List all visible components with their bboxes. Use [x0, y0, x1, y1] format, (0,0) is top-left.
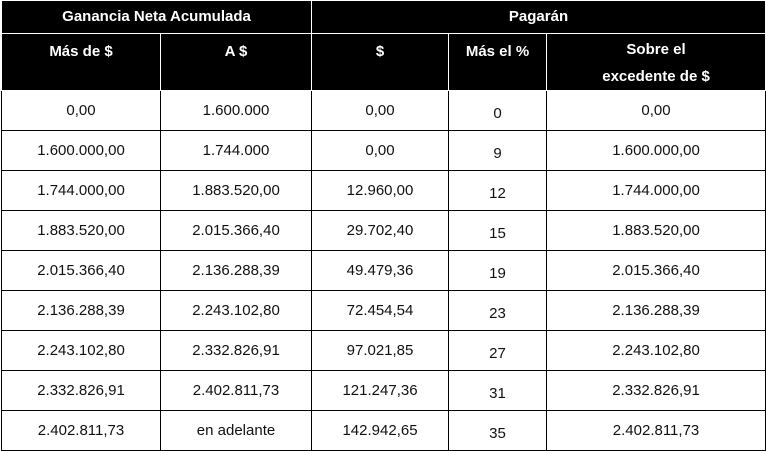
table-row: 1.744.000,00 1.883.520,00 12.960,00 12 1…	[1, 170, 766, 211]
cell-excedente: 2.136.288,39	[546, 290, 766, 331]
column-header-row: Más de $ A $ $ Más el % Sobre el excedent…	[1, 33, 766, 91]
cell-a: 1.744.000	[159, 130, 313, 171]
cell-fixed-amount: 0,00	[311, 130, 450, 171]
cell-fixed-amount: 0,00	[311, 90, 450, 131]
cell-mas-de: 2.332.826,91	[1, 370, 161, 411]
header-a: A $	[159, 33, 313, 91]
table-row: 2.332.826,91 2.402.811,73 121.247,36 31 …	[1, 370, 766, 411]
table-row: 1.600.000,00 1.744.000 0,00 9 1.600.000,…	[1, 130, 766, 171]
cell-a: 2.332.826,91	[159, 330, 313, 371]
cell-a: 2.243.102,80	[159, 290, 313, 331]
cell-excedente: 2.332.826,91	[546, 370, 766, 411]
header-pagaran: Pagarán	[311, 0, 766, 34]
cell-mas-de: 2.015.366,40	[1, 250, 161, 291]
header-fixed-amount: $	[311, 33, 450, 91]
cell-excedente: 0,00	[546, 90, 766, 131]
table-row: 2.015.366,40 2.136.288,39 49.479,36 19 2…	[1, 250, 766, 291]
table-row: 2.402.811,73 en adelante 142.942,65 35 2…	[1, 410, 766, 451]
cell-percentage: 31	[448, 370, 548, 411]
cell-a: 2.402.811,73	[159, 370, 313, 411]
header-mas-el-porcentaje: Más el %	[448, 33, 548, 91]
cell-percentage: 27	[448, 330, 548, 371]
cell-mas-de: 1.600.000,00	[1, 130, 161, 171]
cell-a: 2.015.366,40	[159, 210, 313, 251]
header-mas-de: Más de $	[1, 33, 161, 91]
cell-a: 2.136.288,39	[159, 250, 313, 291]
cell-mas-de: 2.136.288,39	[1, 290, 161, 331]
cell-percentage: 9	[448, 130, 548, 171]
cell-excedente: 2.015.366,40	[546, 250, 766, 291]
header-sobre-line1: Sobre el	[626, 41, 686, 58]
table-row: 1.883.520,00 2.015.366,40 29.702,40 15 1…	[1, 210, 766, 251]
cell-excedente: 1.744.000,00	[546, 170, 766, 211]
cell-fixed-amount: 12.960,00	[311, 170, 450, 211]
cell-mas-de: 0,00	[1, 90, 161, 131]
table-row: 0,00 1.600.000 0,00 0 0,00	[1, 90, 766, 131]
cell-percentage: 19	[448, 250, 548, 291]
group-header-row: Ganancia Neta Acumulada Pagarán	[0, 0, 766, 34]
cell-a: 1.600.000	[159, 90, 313, 131]
cell-fixed-amount: 29.702,40	[311, 210, 450, 251]
cell-excedente: 2.243.102,80	[546, 330, 766, 371]
cell-percentage: 15	[448, 210, 548, 251]
cell-excedente: 1.600.000,00	[546, 130, 766, 171]
cell-excedente: 2.402.811,73	[546, 410, 766, 451]
cell-mas-de: 1.744.000,00	[1, 170, 161, 211]
cell-mas-de: 2.243.102,80	[1, 330, 161, 371]
cell-mas-de: 1.883.520,00	[1, 210, 161, 251]
table-row: 2.136.288,39 2.243.102,80 72.454,54 23 2…	[1, 290, 766, 331]
cell-mas-de: 2.402.811,73	[1, 410, 161, 451]
header-sobre-line2: excedente de $	[602, 68, 710, 85]
header-ganancia-neta-acumulada: Ganancia Neta Acumulada	[0, 0, 313, 34]
cell-percentage: 23	[448, 290, 548, 331]
table-row: 2.243.102,80 2.332.826,91 97.021,85 27 2…	[1, 330, 766, 371]
cell-fixed-amount: 142.942,65	[311, 410, 450, 451]
cell-a: 1.883.520,00	[159, 170, 313, 211]
cell-fixed-amount: 49.479,36	[311, 250, 450, 291]
cell-percentage: 35	[448, 410, 548, 451]
header-sobre-el-excedente: Sobre el excedente de $	[546, 33, 766, 91]
cell-fixed-amount: 97.021,85	[311, 330, 450, 371]
cell-a: en adelante	[159, 410, 313, 451]
cell-percentage: 12	[448, 170, 548, 211]
cell-fixed-amount: 72.454,54	[311, 290, 450, 331]
cell-excedente: 1.883.520,00	[546, 210, 766, 251]
cell-percentage: 0	[448, 90, 548, 131]
cell-fixed-amount: 121.247,36	[311, 370, 450, 411]
